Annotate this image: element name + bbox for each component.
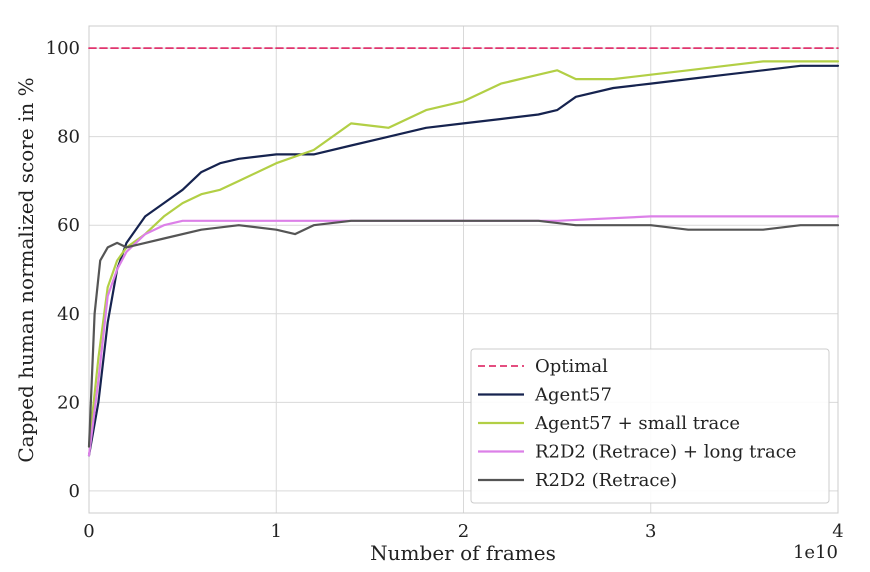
x-tick-label: 4 bbox=[832, 521, 843, 542]
y-tick-label: 100 bbox=[46, 38, 80, 59]
x-axis-label: Number of frames bbox=[370, 541, 556, 565]
legend-label: R2D2 (Retrace) bbox=[535, 470, 677, 491]
series-layer bbox=[87, 47, 840, 457]
x-axis-offset-text: 1e10 bbox=[793, 542, 838, 563]
legend-label: Agent57 bbox=[534, 385, 612, 406]
x-tick-label: 0 bbox=[83, 521, 94, 542]
y-tick-label: 80 bbox=[57, 127, 80, 148]
x-tick-label: 1 bbox=[271, 521, 282, 542]
y-tick-label: 0 bbox=[69, 481, 80, 502]
x-tick-labels: 0 1 2 3 4 bbox=[83, 521, 843, 542]
series-line bbox=[87, 64, 840, 457]
legend-box bbox=[470, 348, 830, 504]
y-tick-label: 40 bbox=[57, 304, 80, 325]
legend: Optimal Agent57 Agent57 + small trace R2D2 … bbox=[470, 348, 830, 504]
y-tick-label: 20 bbox=[57, 392, 80, 413]
legend-label: Agent57 + small trace bbox=[534, 413, 740, 434]
series-line bbox=[87, 219, 840, 448]
legend-label: R2D2 (Retrace) + long trace bbox=[535, 442, 796, 463]
legend-label: Optimal bbox=[535, 356, 608, 377]
y-axis-label: Capped human normalized score in % bbox=[14, 77, 38, 462]
series-line bbox=[87, 60, 840, 448]
x-tick-label: 3 bbox=[645, 521, 656, 542]
y-tick-labels: 0 20 40 60 80 100 bbox=[46, 38, 80, 502]
y-tick-label: 60 bbox=[57, 215, 80, 236]
series-line bbox=[87, 215, 840, 457]
plot-frame bbox=[88, 25, 839, 514]
x-tick-label: 2 bbox=[458, 521, 469, 542]
